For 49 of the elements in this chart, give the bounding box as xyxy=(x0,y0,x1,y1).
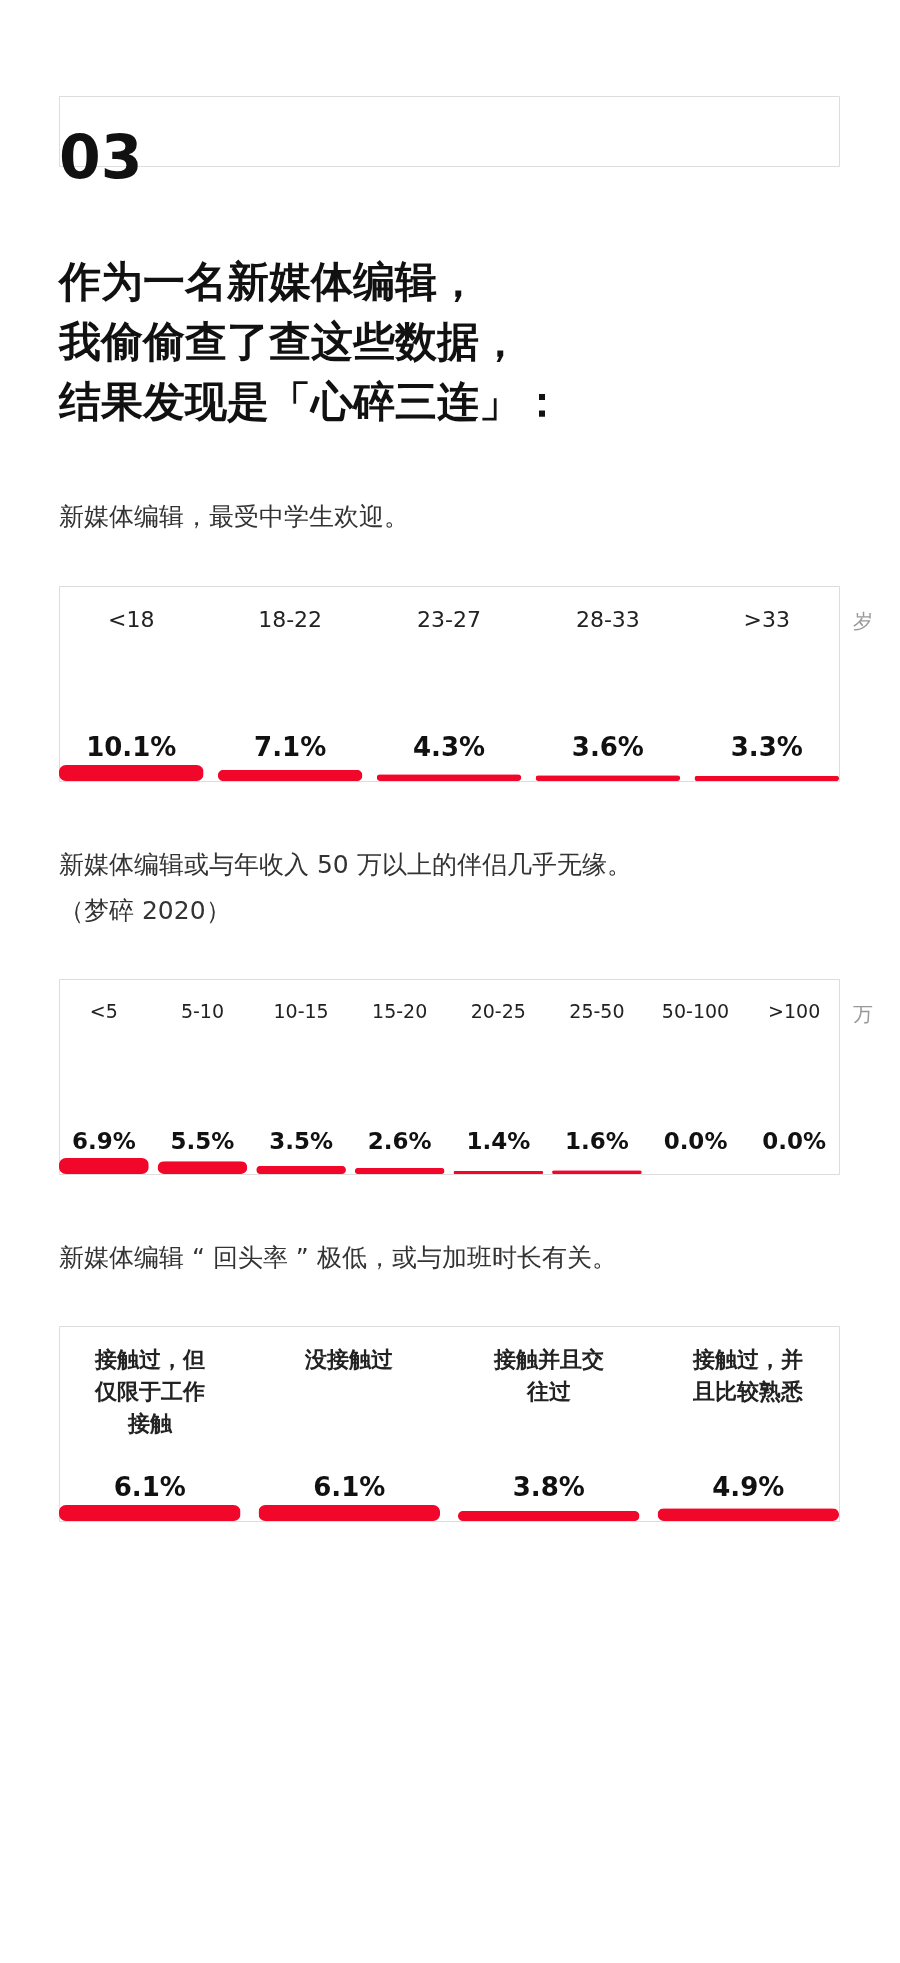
bar xyxy=(157,1161,248,1174)
x-tick-label: 15-20 xyxy=(372,1000,428,1022)
x-tick-label: 接触过，但仅限于工作接触 xyxy=(93,1347,205,1436)
bar xyxy=(694,775,839,781)
data-label: 10.1% xyxy=(86,732,177,762)
x-tick-label: 23-27 xyxy=(417,607,481,632)
data-label: 4.3% xyxy=(412,732,486,762)
bar xyxy=(354,1167,445,1174)
x-tick-label: 50-100 xyxy=(661,1000,730,1022)
chart-subtitle: 新媒体编辑 “ 回头率 ” 极低，或与加班时长有关。 xyxy=(59,1243,617,1272)
data-label: 7.1% xyxy=(254,732,327,762)
data-label: 6.9% xyxy=(71,1128,136,1154)
x-tick-label: <5 xyxy=(89,1000,118,1022)
x-tick-label: >100 xyxy=(768,1000,821,1022)
data-label: 6.1% xyxy=(113,1472,186,1502)
x-tick-label: 10-15 xyxy=(273,1000,329,1022)
data-label: 3.5% xyxy=(269,1128,333,1154)
x-tick-label: 接触并且交往过 xyxy=(492,1347,604,1404)
text: 03 xyxy=(59,122,143,192)
bar xyxy=(453,1170,544,1174)
bar xyxy=(59,1158,149,1174)
data-label: 3.3% xyxy=(730,732,803,762)
bar xyxy=(217,769,363,781)
x-axis-title: 岁 xyxy=(853,609,873,633)
chart-title: 作为一名新媒体编辑，我偷偷查了查这些数据，结果发现是「心碎三连」： xyxy=(57,257,563,426)
x-axis-title: 万 xyxy=(853,1002,873,1026)
x-tick-label: 25-50 xyxy=(569,1000,625,1022)
data-label: 3.8% xyxy=(512,1472,585,1502)
bar xyxy=(59,765,204,781)
x-tick-label: 18-22 xyxy=(258,607,323,632)
data-label: 1.4% xyxy=(466,1128,531,1154)
data-label: 2.6% xyxy=(367,1128,432,1154)
x-tick-label: >33 xyxy=(743,607,790,632)
data-label: 0.0% xyxy=(663,1128,728,1154)
x-tick-label: 5-10 xyxy=(180,1000,225,1022)
data-label: 4.9% xyxy=(712,1472,785,1502)
x-tick-label: 没接触过 xyxy=(304,1347,394,1372)
chart-subtitle: 新媒体编辑或与年收入 50 万以上的伴侣几乎无缘。（梦碎 2020） xyxy=(59,850,632,925)
bar xyxy=(256,1165,346,1174)
x-tick-label: <18 xyxy=(108,607,155,632)
data-label: 6.1% xyxy=(313,1472,386,1502)
data-label: 1.6% xyxy=(565,1128,629,1154)
data-label: 5.5% xyxy=(170,1128,235,1154)
chart-subtitle: 新媒体编辑，最受中学生欢迎。 xyxy=(59,502,409,531)
x-tick-label: 20-25 xyxy=(470,1000,526,1022)
data-label: 3.6% xyxy=(571,732,644,762)
x-tick-label: 接触过，并且比较熟悉 xyxy=(692,1347,804,1404)
data-label: 0.0% xyxy=(762,1128,827,1154)
x-tick-label: 28-33 xyxy=(575,607,640,632)
